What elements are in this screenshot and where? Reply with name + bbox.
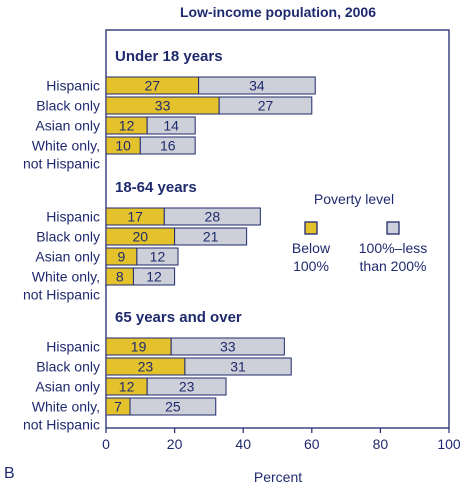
category-label: Black only: [36, 98, 100, 114]
bar-value-below-100: 12: [119, 118, 135, 134]
bar-value-100-to-200: 33: [220, 339, 236, 355]
category-label: Asian only: [35, 249, 100, 265]
x-tick-label: 60: [304, 436, 320, 452]
group-label: 65 years and over: [115, 309, 242, 326]
bar-value-100-to-200: 27: [258, 98, 274, 114]
legend-swatch-100-to-200: [386, 221, 400, 235]
legend-label: 100%–less: [359, 240, 428, 256]
x-tick-label: 0: [102, 436, 110, 452]
category-label: White only,: [32, 138, 100, 154]
bar-100-to-200: [184, 357, 292, 376]
bar-100-to-200: [163, 207, 261, 226]
bar-value-100-to-200: 16: [160, 138, 176, 154]
bar-value-100-to-200: 12: [150, 249, 166, 265]
category-label: Asian only: [35, 118, 100, 134]
bar-value-100-to-200: 21: [203, 229, 219, 245]
bar-value-100-to-200: 23: [179, 379, 195, 395]
bar-100-to-200: [146, 377, 227, 396]
x-axis-title: Percent: [254, 469, 302, 485]
legend-title: Poverty level: [314, 191, 394, 207]
bar-value-100-to-200: 14: [163, 118, 179, 134]
x-tick-label: 40: [235, 436, 251, 452]
category-label: Hispanic: [46, 339, 100, 355]
bar-value-below-100: 27: [145, 78, 161, 94]
bar-value-below-100: 33: [155, 98, 171, 114]
legend-label-line2: 100%: [293, 258, 329, 274]
category-label: Hispanic: [46, 78, 100, 94]
category-label: Hispanic: [46, 209, 100, 225]
legend-swatch-below-100: [304, 221, 318, 235]
category-label-line2: not Hispanic: [23, 156, 100, 172]
legend-label: Below: [292, 240, 331, 256]
bar-value-100-to-200: 31: [230, 359, 246, 375]
bar-value-100-to-200: 12: [146, 269, 162, 285]
category-label: Black only: [36, 359, 100, 375]
bar-value-below-100: 8: [116, 269, 124, 285]
bar-100-to-200: [136, 247, 179, 266]
x-tick-label: 100: [437, 436, 461, 452]
bar-100-to-200: [198, 76, 316, 95]
bar-100-to-200: [170, 337, 285, 356]
bar-100-to-200: [139, 136, 196, 155]
bar-value-100-to-200: 34: [249, 78, 265, 94]
category-label: White only,: [32, 399, 100, 415]
category-label-line2: not Hispanic: [23, 287, 100, 303]
category-label-line2: not Hispanic: [23, 417, 100, 433]
group-label: 18-64 years: [115, 179, 197, 196]
bar-value-below-100: 10: [115, 138, 131, 154]
bar-100-to-200: [174, 227, 248, 246]
plot-area: 0 20 40 60 80 100 Under 18 years Hispanic 27 34 Bl…: [23, 29, 461, 452]
bar-value-below-100: 17: [127, 209, 143, 225]
bar-value-below-100: 23: [138, 359, 154, 375]
bar-value-100-to-200: 25: [165, 399, 181, 415]
group-label: Under 18 years: [115, 48, 223, 65]
bar-value-100-to-200: 28: [205, 209, 221, 225]
bar-value-below-100: 19: [131, 339, 147, 355]
legend-label-line2: than 200%: [360, 258, 427, 274]
bar-value-below-100: 12: [119, 379, 135, 395]
bar-100-to-200: [129, 397, 217, 416]
bar-100-to-200: [218, 96, 313, 115]
category-label: Black only: [36, 229, 100, 245]
bar-value-below-100: 7: [114, 399, 122, 415]
bar-100-to-200: [146, 116, 196, 135]
panel-label: B: [4, 465, 15, 482]
x-tick-label: 20: [167, 436, 183, 452]
category-label: White only,: [32, 269, 100, 285]
x-tick-label: 80: [373, 436, 389, 452]
category-label: Asian only: [35, 379, 100, 395]
bar-value-below-100: 9: [118, 249, 126, 265]
chart-title: Low-income population, 2006: [180, 4, 376, 20]
bar-value-below-100: 20: [133, 229, 149, 245]
bar-100-to-200: [132, 267, 176, 286]
legend: Poverty level Below 100% 100%–less than 200…: [292, 191, 427, 274]
